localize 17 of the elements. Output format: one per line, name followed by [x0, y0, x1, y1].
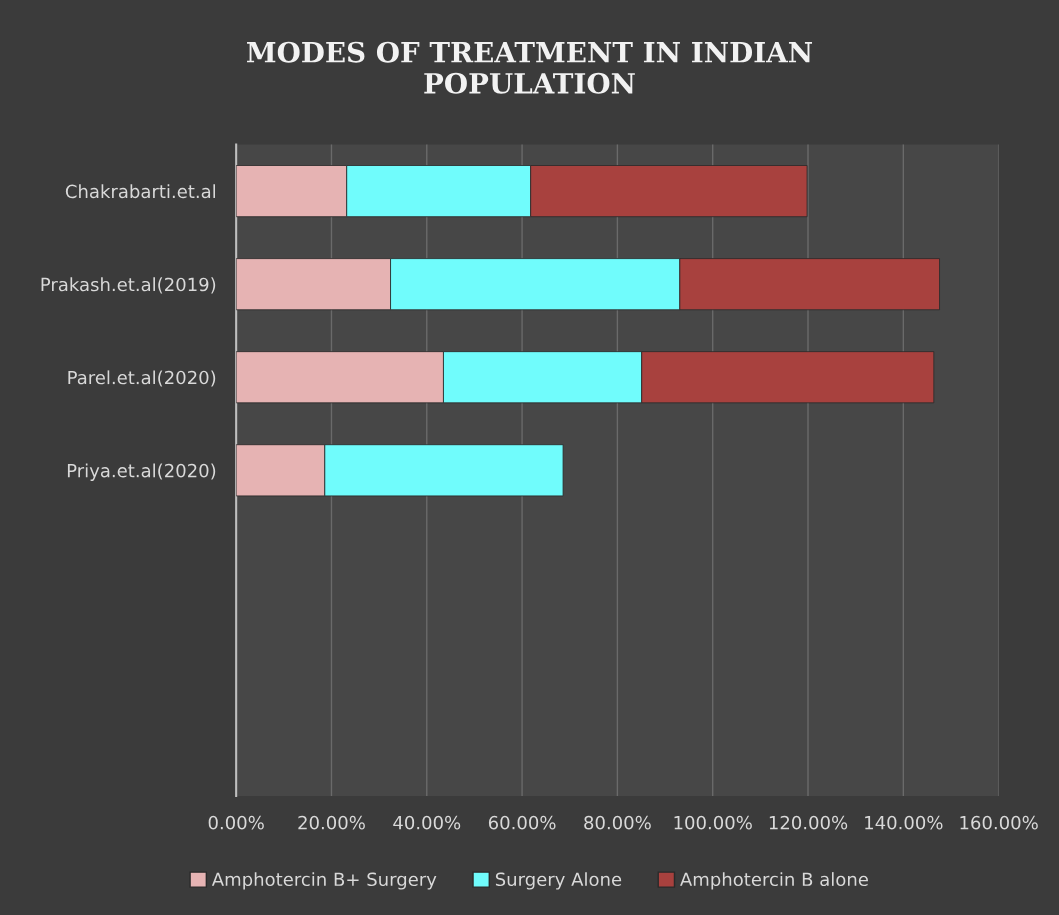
y-tick-label: Prakash.et.al(2019): [41, 277, 216, 294]
legend-label: Surgery Alone: [495, 872, 622, 890]
x-tick-label: 60.00%: [488, 815, 556, 830]
x-tick-label: 140.00%: [865, 815, 943, 830]
x-tick-label: 0.00%: [208, 815, 264, 830]
y-tick-label: Chakrabarti.et.al: [65, 184, 216, 199]
x-tick-label: 20.00%: [298, 815, 365, 830]
x-tick-label: 100.00%: [674, 815, 752, 830]
y-tick-label: Priya.et.al(2020): [67, 463, 216, 481]
x-tick-label: 40.00%: [393, 815, 461, 830]
legend-label: Amphotercin B alone: [680, 872, 868, 890]
y-tick-label: Parel.et.al(2020): [68, 370, 216, 387]
chart-title: MODES OF TREATMENT IN INDIAN POPULATION: [247, 41, 813, 94]
x-tick-label: 80.00%: [584, 815, 651, 830]
x-tick-label: 120.00%: [769, 815, 848, 830]
legend-label: Amphotercin B+ Surgery: [211, 872, 437, 890]
x-tick-label: 160.00%: [960, 815, 1038, 830]
